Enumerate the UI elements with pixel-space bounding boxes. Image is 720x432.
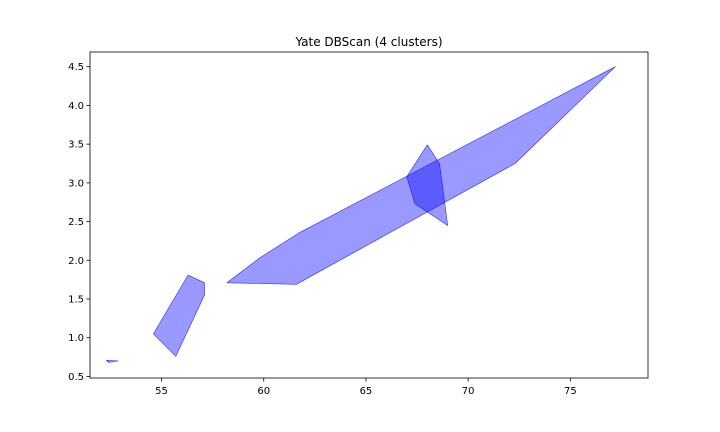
y-tick-label: 3.0: [68, 178, 84, 189]
cluster-hull-1: [106, 359, 119, 363]
cluster-hull-2: [153, 274, 205, 357]
y-axis-ticks: 0.5 1.0 1.5 2.0 2.5 3.0 3.5 4.0 4.5: [68, 62, 90, 383]
y-tick-label: 0.5: [68, 372, 84, 383]
y-tick-label: 4.5: [68, 62, 84, 73]
x-tick-label: 60: [257, 386, 270, 397]
y-tick-label: 1.0: [68, 333, 84, 344]
x-tick-label: 55: [155, 386, 168, 397]
y-tick-label: 2.5: [68, 217, 84, 228]
cluster-hulls: [106, 66, 616, 363]
plot-frame: [89, 51, 649, 379]
x-tick-label: 70: [462, 386, 475, 397]
cluster-hull-4: [406, 144, 449, 226]
x-tick-label: 65: [360, 386, 373, 397]
y-tick-label: 2.0: [68, 256, 84, 267]
chart-title: Yate DBScan (4 clusters): [294, 35, 442, 49]
cluster-hull-3: [226, 66, 616, 285]
y-tick-label: 1.5: [68, 295, 84, 306]
x-axis-ticks: 55 60 65 70 75: [155, 378, 577, 397]
y-tick-label: 4.0: [68, 101, 84, 112]
x-tick-label: 75: [564, 386, 577, 397]
y-tick-label: 3.5: [68, 140, 84, 151]
